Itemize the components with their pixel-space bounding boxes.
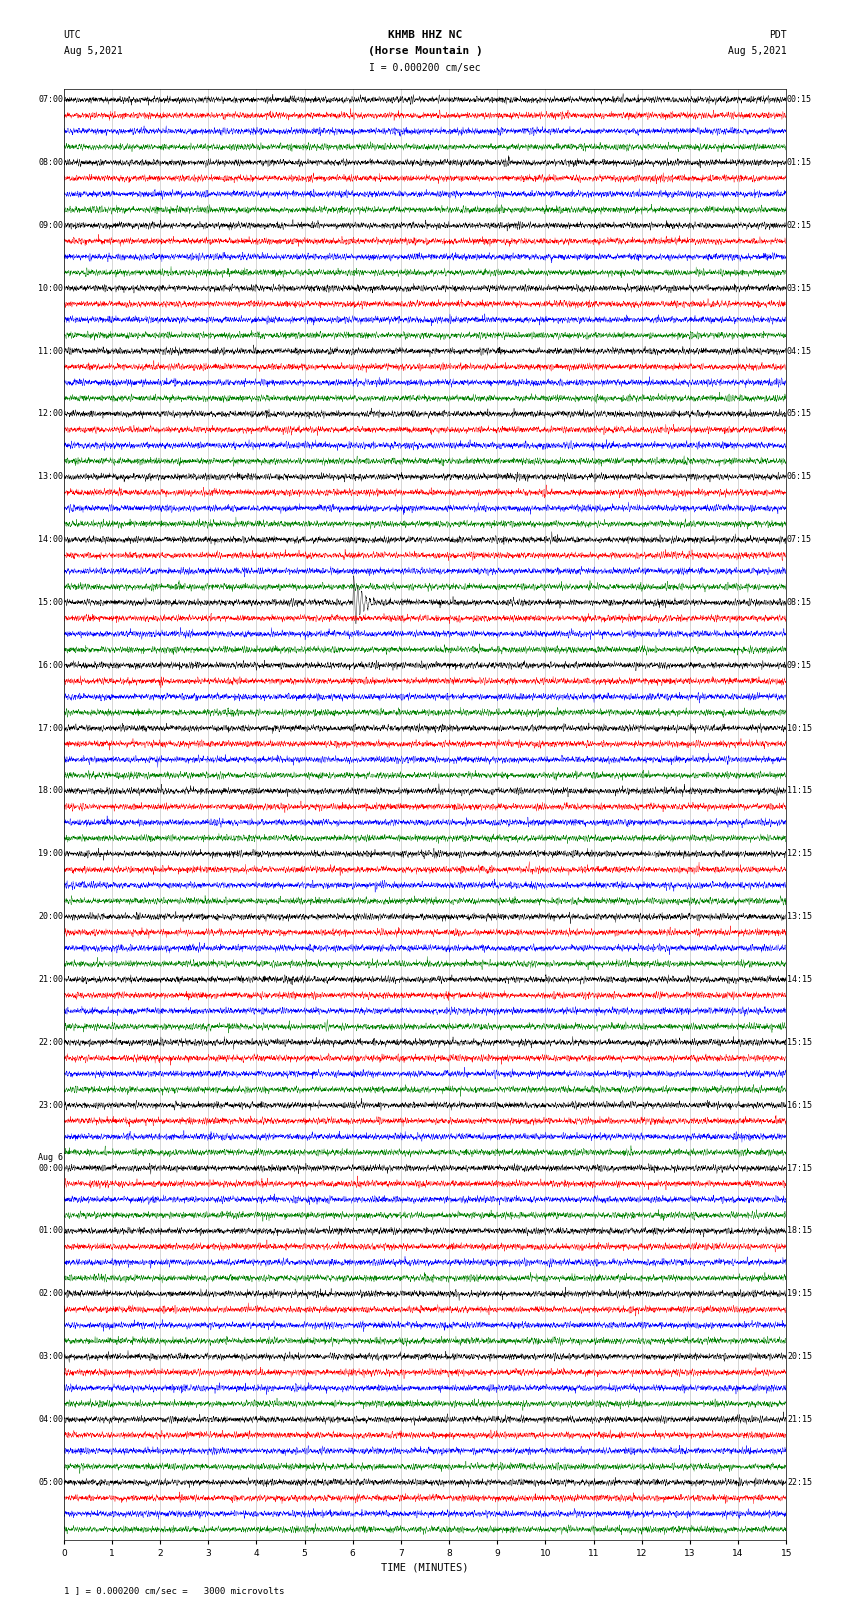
Text: 13:15: 13:15: [787, 913, 812, 921]
Text: 17:15: 17:15: [787, 1163, 812, 1173]
Text: UTC: UTC: [64, 31, 82, 40]
Text: 11:00: 11:00: [38, 347, 63, 355]
Text: 08:15: 08:15: [787, 598, 812, 606]
Text: 09:15: 09:15: [787, 661, 812, 669]
Text: 01:00: 01:00: [38, 1226, 63, 1236]
Text: 04:15: 04:15: [787, 347, 812, 355]
Text: 21:15: 21:15: [787, 1415, 812, 1424]
Text: 04:00: 04:00: [38, 1415, 63, 1424]
Text: 15:15: 15:15: [787, 1037, 812, 1047]
Text: 16:00: 16:00: [38, 661, 63, 669]
Text: Aug 6: Aug 6: [38, 1153, 63, 1163]
Text: 00:15: 00:15: [787, 95, 812, 105]
Text: (Horse Mountain ): (Horse Mountain ): [367, 47, 483, 56]
Text: 03:15: 03:15: [787, 284, 812, 292]
Text: 01:15: 01:15: [787, 158, 812, 168]
Text: 06:15: 06:15: [787, 473, 812, 481]
Text: 17:00: 17:00: [38, 724, 63, 732]
Text: 18:00: 18:00: [38, 787, 63, 795]
Text: 13:00: 13:00: [38, 473, 63, 481]
Text: 22:00: 22:00: [38, 1037, 63, 1047]
Text: 00:00: 00:00: [38, 1163, 63, 1173]
Text: 02:00: 02:00: [38, 1289, 63, 1298]
Text: 21:00: 21:00: [38, 974, 63, 984]
Text: 12:00: 12:00: [38, 410, 63, 418]
Text: 19:00: 19:00: [38, 850, 63, 858]
Text: 12:15: 12:15: [787, 850, 812, 858]
Text: 20:00: 20:00: [38, 913, 63, 921]
Text: Aug 5,2021: Aug 5,2021: [728, 47, 786, 56]
Text: 1 ] = 0.000200 cm/sec =   3000 microvolts: 1 ] = 0.000200 cm/sec = 3000 microvolts: [64, 1586, 284, 1595]
Text: 19:15: 19:15: [787, 1289, 812, 1298]
X-axis label: TIME (MINUTES): TIME (MINUTES): [382, 1563, 468, 1573]
Text: 05:00: 05:00: [38, 1478, 63, 1487]
Text: 14:00: 14:00: [38, 536, 63, 544]
Text: Aug 5,2021: Aug 5,2021: [64, 47, 122, 56]
Text: 20:15: 20:15: [787, 1352, 812, 1361]
Text: 09:00: 09:00: [38, 221, 63, 231]
Text: 07:00: 07:00: [38, 95, 63, 105]
Text: KHMB HHZ NC: KHMB HHZ NC: [388, 31, 462, 40]
Text: 10:00: 10:00: [38, 284, 63, 292]
Text: 14:15: 14:15: [787, 974, 812, 984]
Text: 03:00: 03:00: [38, 1352, 63, 1361]
Text: 08:00: 08:00: [38, 158, 63, 168]
Text: 22:15: 22:15: [787, 1478, 812, 1487]
Text: 05:15: 05:15: [787, 410, 812, 418]
Text: 10:15: 10:15: [787, 724, 812, 732]
Text: 16:15: 16:15: [787, 1100, 812, 1110]
Text: 11:15: 11:15: [787, 787, 812, 795]
Text: I = 0.000200 cm/sec: I = 0.000200 cm/sec: [369, 63, 481, 73]
Text: PDT: PDT: [768, 31, 786, 40]
Text: 07:15: 07:15: [787, 536, 812, 544]
Text: 18:15: 18:15: [787, 1226, 812, 1236]
Text: 23:00: 23:00: [38, 1100, 63, 1110]
Text: 15:00: 15:00: [38, 598, 63, 606]
Text: 02:15: 02:15: [787, 221, 812, 231]
